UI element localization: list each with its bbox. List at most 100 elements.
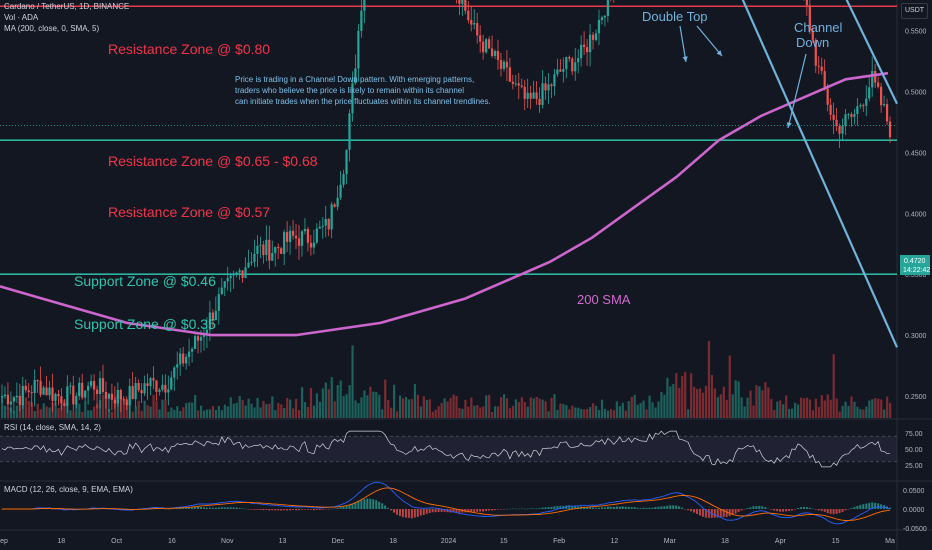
rsi-pane[interactable]: [0, 430, 897, 468]
candle-body: [847, 114, 850, 116]
candle-body: [297, 238, 301, 246]
macd-histogram-bar: [425, 509, 428, 514]
candle-body: [12, 397, 15, 402]
volume-bar: [244, 405, 247, 418]
ma-legend[interactable]: MA (200, close, 0, SMA, 5): [4, 24, 100, 33]
volume-bar: [752, 405, 755, 418]
candle-body: [167, 389, 170, 393]
time-axis[interactable]: ep 18 Oct 16 Nov 13 Dec 18 2024 15 Feb 12 Mar 18 Apr 15…: [0, 538, 895, 545]
volume-bar: [817, 407, 820, 418]
macd-histogram-bar: [618, 506, 621, 509]
currency-badge[interactable]: USDT: [901, 3, 928, 19]
macd-pane[interactable]: [1, 481, 892, 525]
candle-body: [844, 114, 847, 126]
macd-histogram-bar: [871, 502, 874, 509]
macd-histogram-bar: [339, 507, 342, 509]
candle-body: [158, 389, 161, 392]
volume-bar: [693, 386, 696, 418]
volume-bar: [271, 396, 274, 418]
volume-bar: [292, 408, 295, 418]
candle-body: [888, 121, 892, 138]
volume-bar: [473, 405, 476, 418]
candle-body: [101, 378, 105, 392]
candle-body: [514, 83, 517, 85]
macd-histogram-bar: [832, 509, 835, 515]
volume-bar: [779, 400, 782, 418]
macd-histogram-bar: [764, 507, 767, 509]
macd-histogram-bar: [238, 508, 241, 509]
volume-bar: [295, 398, 298, 418]
macd-histogram-bar: [663, 506, 666, 509]
macd-histogram-bar: [164, 508, 167, 510]
analysis-note-line-1: Price is trading in a Channel Down patte…: [235, 75, 474, 84]
candle-body: [211, 312, 214, 320]
symbol-title[interactable]: Cardano / TetherUS, 1D, BINANCE: [4, 2, 130, 11]
volume-bar: [761, 390, 764, 418]
candle-body: [603, 15, 607, 18]
macd-histogram-bar: [633, 507, 636, 509]
volume-bar: [550, 397, 553, 418]
candle-body: [182, 353, 185, 364]
volume-legend[interactable]: Vol · ADA: [4, 13, 39, 22]
candle-body: [176, 364, 179, 368]
candle-body: [3, 394, 7, 397]
macd-histogram-bar: [476, 509, 479, 512]
macd-histogram-bar: [600, 507, 603, 509]
volume-bar: [36, 403, 39, 418]
candle-body: [190, 348, 194, 352]
volume-bar: [755, 385, 758, 418]
candle-body: [0, 396, 4, 398]
candle-body: [110, 393, 113, 400]
volume-bar: [318, 401, 321, 418]
macd-histogram-bar: [280, 509, 283, 511]
candle-body: [871, 70, 874, 88]
volume-bar: [580, 409, 583, 418]
volume-bar: [514, 399, 518, 418]
macd-histogram-bar: [511, 508, 514, 510]
volume-bar: [586, 408, 589, 418]
channel-down-label-2: Down: [796, 35, 829, 50]
candle-body: [853, 114, 856, 117]
macd-histogram-bar: [523, 508, 526, 510]
volume-bar: [684, 371, 687, 418]
time-tick-label: ep: [0, 538, 8, 545]
candle-body: [250, 261, 253, 263]
macd-histogram-bar: [452, 509, 455, 513]
support-046-label: Support Zone @ $0.46: [74, 273, 216, 289]
candle-body: [585, 47, 589, 53]
volume-bar: [520, 397, 523, 418]
rsi-legend[interactable]: RSI (14, close, SMA, 14, 2): [4, 423, 101, 432]
volume-bar: [618, 406, 621, 418]
macd-histogram-bar: [434, 509, 437, 513]
price-axis[interactable]: 0.85000.80000.75000.70000.65000.60000.55…: [903, 0, 927, 533]
volume-bar: [345, 394, 348, 418]
macd-histogram-bar: [856, 505, 859, 509]
candle-body: [874, 70, 877, 83]
volume-bar: [259, 407, 262, 418]
macd-legend[interactable]: MACD (12, 26, close, 9, EMA, EMA): [4, 485, 133, 494]
candle-body: [229, 275, 232, 279]
volume-bar: [728, 355, 731, 418]
volume-bar: [874, 398, 877, 418]
time-tick-label: 2024: [441, 538, 457, 545]
volume-bar: [829, 399, 832, 418]
channel-upper-line: [845, 0, 898, 105]
macd-histogram-bar: [517, 508, 520, 510]
macd-histogram-bar: [306, 509, 309, 510]
candle-body: [220, 287, 223, 295]
volume-bar: [859, 409, 862, 418]
volume-bar: [799, 397, 803, 418]
candle-body: [482, 41, 485, 53]
macd-histogram-bar: [499, 509, 502, 510]
volume-bar: [357, 403, 360, 418]
macd-histogram-bar: [485, 509, 488, 512]
volume-bar: [651, 402, 654, 418]
macd-histogram-bar: [547, 507, 550, 509]
time-tick-label: 15: [832, 538, 840, 545]
volume-bar: [592, 403, 595, 418]
volume-bar: [348, 385, 351, 418]
time-tick-label: 16: [168, 538, 176, 545]
